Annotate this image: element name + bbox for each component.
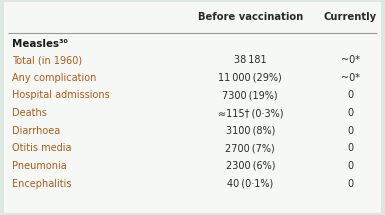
- Text: 0: 0: [347, 91, 353, 100]
- Text: 7300 (19%): 7300 (19%): [223, 91, 278, 100]
- Text: Pneumonia: Pneumonia: [12, 161, 66, 171]
- Text: 2300 (6%): 2300 (6%): [226, 161, 275, 171]
- Text: ~0*: ~0*: [341, 55, 360, 65]
- Text: Currently: Currently: [324, 12, 377, 22]
- Text: ≈115† (0·3%): ≈115† (0·3%): [218, 108, 283, 118]
- Text: Measles³⁰: Measles³⁰: [12, 39, 67, 49]
- Text: ~0*: ~0*: [341, 73, 360, 83]
- Text: Encephalitis: Encephalitis: [12, 179, 71, 189]
- Text: 0: 0: [347, 108, 353, 118]
- Text: Total (in 1960): Total (in 1960): [12, 55, 82, 65]
- Text: 11 000 (29%): 11 000 (29%): [218, 73, 282, 83]
- Text: Diarrhoea: Diarrhoea: [12, 126, 60, 136]
- Text: 0: 0: [347, 161, 353, 171]
- Text: Otitis media: Otitis media: [12, 143, 71, 153]
- Text: Before vaccination: Before vaccination: [198, 12, 303, 22]
- Text: 3100 (8%): 3100 (8%): [226, 126, 275, 136]
- Text: Any complication: Any complication: [12, 73, 96, 83]
- Text: 0: 0: [347, 143, 353, 153]
- Text: 0: 0: [347, 126, 353, 136]
- Text: Deaths: Deaths: [12, 108, 47, 118]
- Text: 2700 (7%): 2700 (7%): [225, 143, 275, 153]
- Text: 0: 0: [347, 179, 353, 189]
- Text: 40 (0·1%): 40 (0·1%): [227, 179, 273, 189]
- Text: 38 181: 38 181: [234, 55, 266, 65]
- Text: Hospital admissions: Hospital admissions: [12, 91, 109, 100]
